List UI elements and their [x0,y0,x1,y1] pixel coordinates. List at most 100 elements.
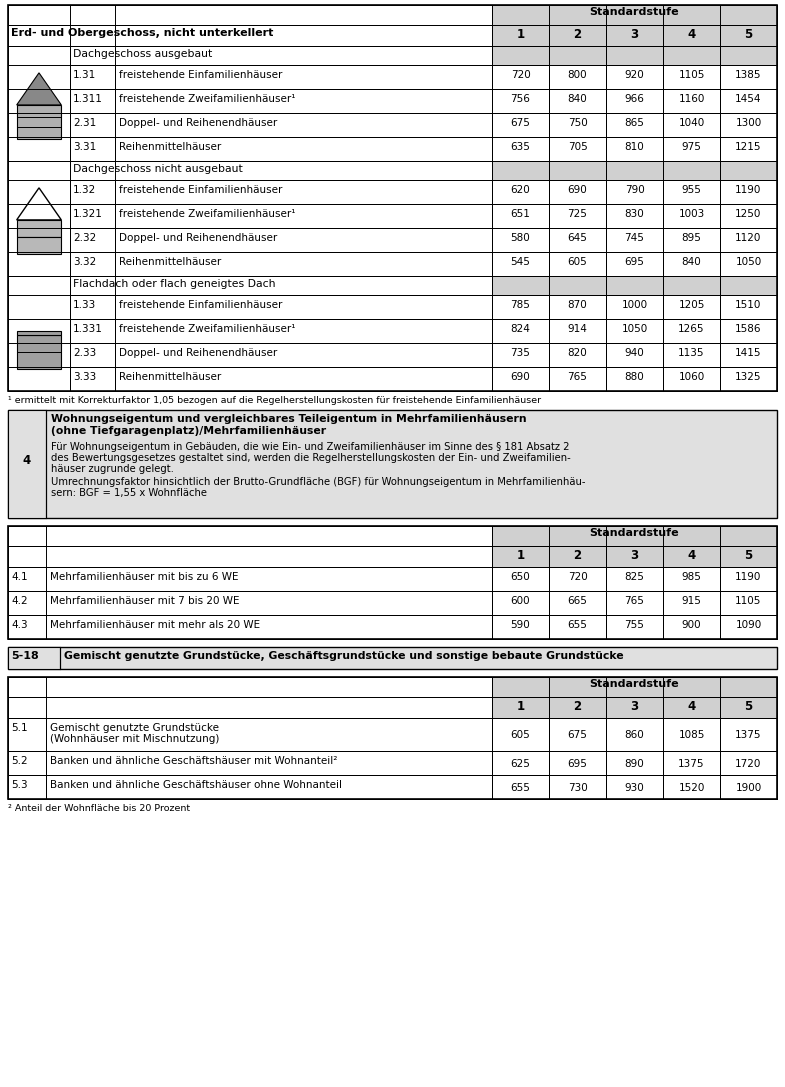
Text: 915: 915 [681,596,702,605]
Text: 1.321: 1.321 [73,209,103,218]
Bar [549,343,606,367]
Text: 1510: 1510 [736,300,761,310]
Text: Gemischt genutzte Grundstücke, Geschäftsgrundstücke und sonstige bebaute Grundst: Gemischt genutzte Grundstücke, Geschäfts… [64,651,623,661]
Bar [492,751,549,775]
Bar [8,526,777,639]
Text: 3: 3 [630,28,638,41]
Text: 3.33: 3.33 [73,372,97,382]
Bar [663,318,720,343]
Text: 755: 755 [625,620,644,630]
Bar [606,89,663,113]
Text: 5: 5 [744,549,753,562]
Bar [8,775,46,799]
Text: 2: 2 [573,549,582,562]
Bar [663,25,720,46]
Text: sern: BGF = 1,55 x Wohnfläche: sern: BGF = 1,55 x Wohnfläche [51,488,207,498]
Bar [115,180,492,204]
Bar [549,65,606,89]
Bar [606,343,663,367]
Text: des Bewertungsgesetzes gestaltet sind, werden die Regelherstellungskosten der Ei: des Bewertungsgesetzes gestaltet sind, w… [51,453,571,463]
Bar [492,591,549,615]
Text: freistehende Einfamilienhäuser: freistehende Einfamilienhäuser [119,300,283,310]
Text: 1385: 1385 [736,70,761,80]
Bar [8,410,777,518]
Bar [606,751,663,775]
Bar [492,526,777,546]
Text: 880: 880 [625,372,644,382]
Text: 720: 720 [510,70,531,80]
Bar [606,719,663,751]
Bar [606,161,663,180]
Bar [549,228,606,252]
Text: 920: 920 [625,70,644,80]
Text: 1520: 1520 [678,783,705,794]
Bar [663,775,720,799]
Text: Wohnungseigentum und vergleichbares Teileigentum in Mehrfamilienhäusern: Wohnungseigentum und vergleichbares Teil… [51,414,527,424]
Text: 1: 1 [517,700,524,713]
Bar [70,46,492,65]
Text: 1300: 1300 [736,118,761,128]
Bar [549,161,606,180]
Bar [8,697,492,719]
Bar [70,252,115,276]
Text: Flachdach oder flach geneigtes Dach: Flachdach oder flach geneigtes Dach [73,279,276,289]
Text: 695: 695 [568,759,587,769]
Bar [492,204,549,228]
Bar [46,775,492,799]
Text: Für Wohnungseigentum in Gebäuden, die wie Ein- und Zweifamilienhäuser im Sinne d: Für Wohnungseigentum in Gebäuden, die wi… [51,442,569,452]
Bar [492,343,549,367]
Text: 645: 645 [568,233,587,243]
Bar [46,615,492,639]
Text: 1190: 1190 [736,572,761,582]
Text: 865: 865 [625,118,644,128]
Bar [8,546,492,567]
Text: Mehrfamilienhäuser mit 7 bis 20 WE: Mehrfamilienhäuser mit 7 bis 20 WE [50,596,239,605]
Bar [663,161,720,180]
Bar [115,252,492,276]
Text: 4.2: 4.2 [11,596,27,605]
Bar [115,65,492,89]
Text: 824: 824 [510,324,531,334]
Bar [492,89,549,113]
Text: 1190: 1190 [736,185,761,195]
Bar [492,318,549,343]
Bar [549,751,606,775]
Text: 1090: 1090 [736,620,761,630]
Text: Umrechnungsfaktor hinsichtlich der Brutto-Grundfläche (BGF) für Wohnungseigentum: Umrechnungsfaktor hinsichtlich der Brutt… [51,477,586,487]
Text: Reihenmittelhäuser: Reihenmittelhäuser [119,257,221,267]
Bar [70,295,115,318]
Bar [720,204,777,228]
Bar [70,276,492,295]
Bar [549,546,606,567]
Text: 870: 870 [568,300,587,310]
Bar [663,697,720,719]
Text: 4: 4 [688,700,696,713]
Text: 800: 800 [568,70,587,80]
Text: Mehrfamilienhäuser mit bis zu 6 WE: Mehrfamilienhäuser mit bis zu 6 WE [50,572,239,582]
Text: Doppel- und Reihenendhäuser: Doppel- und Reihenendhäuser [119,118,277,128]
Bar [549,137,606,161]
Bar [720,89,777,113]
Bar [606,46,663,65]
Bar [70,137,115,161]
Bar [663,252,720,276]
Text: Standardstufe: Standardstufe [590,679,679,689]
Text: 690: 690 [568,185,587,195]
Text: ¹ ermittelt mit Korrekturfaktor 1,05 bezogen auf die Regelherstellungskosten für: ¹ ermittelt mit Korrekturfaktor 1,05 bez… [8,396,541,405]
Text: 1205: 1205 [678,300,705,310]
Text: 625: 625 [510,759,531,769]
Bar [492,65,549,89]
Bar [549,252,606,276]
Bar [115,295,492,318]
Bar [663,204,720,228]
Text: 5: 5 [744,700,753,713]
Bar [663,343,720,367]
Text: 1000: 1000 [622,300,648,310]
Text: 765: 765 [625,596,644,605]
Bar [8,526,492,546]
Bar [8,276,70,391]
Text: 985: 985 [681,572,702,582]
Text: 830: 830 [625,209,644,218]
Text: 675: 675 [568,730,587,740]
Text: 765: 765 [568,372,587,382]
